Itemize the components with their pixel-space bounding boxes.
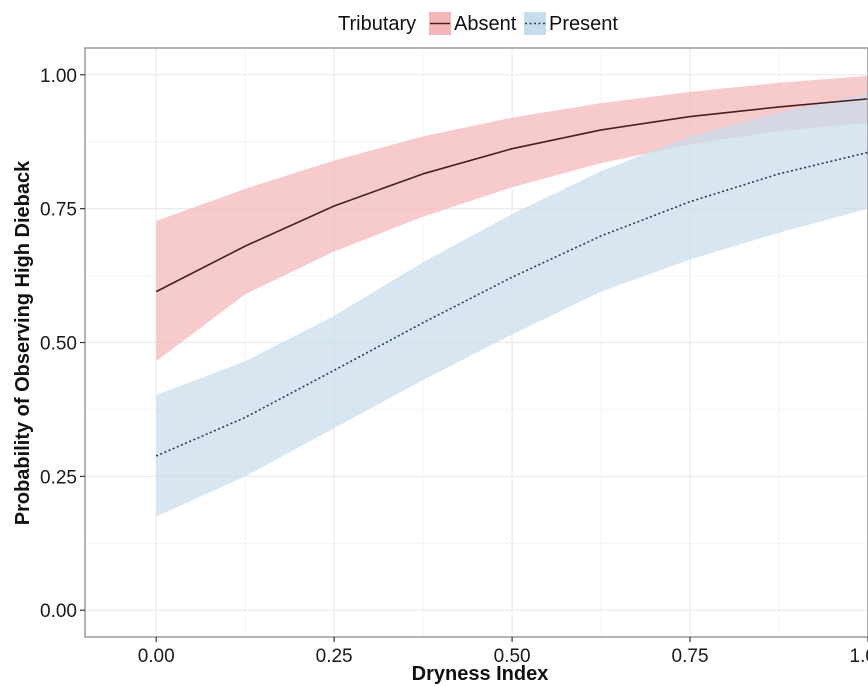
legend-label-absent: Absent [454,13,517,35]
y-tick-label: 0.25 [40,467,77,488]
legend-label-present: Present [549,13,618,35]
series-lines [155,98,868,457]
band-present [156,93,868,517]
axis-ticks [80,74,868,642]
line-absent [155,98,868,293]
x-tick-label: 0.50 [494,646,531,667]
x-tick-labels: 0.00 0.25 0.50 0.75 1.00 [138,646,868,667]
band-absent [156,75,868,362]
confidence-bands [156,75,868,517]
legend-title: Tributary [338,13,416,35]
y-tick-label: 1.00 [40,66,77,87]
y-tick-label: 0.00 [40,601,77,622]
x-tick-label: 0.75 [672,646,709,667]
line-present [155,151,868,457]
x-axis-title: Dryness Index [412,663,549,685]
legend: Tributary Absent Present [338,12,618,35]
y-tick-label: 0.75 [40,200,77,221]
y-tick-labels: 0.00 0.25 0.50 0.75 1.00 [40,66,77,622]
y-tick-label: 0.50 [40,334,77,355]
x-tick-label: 0.25 [316,646,353,667]
x-tick-label: 1.00 [850,646,868,667]
x-tick-label: 0.00 [138,646,175,667]
y-axis-title: Probability of Observing High Dieback [12,160,34,525]
